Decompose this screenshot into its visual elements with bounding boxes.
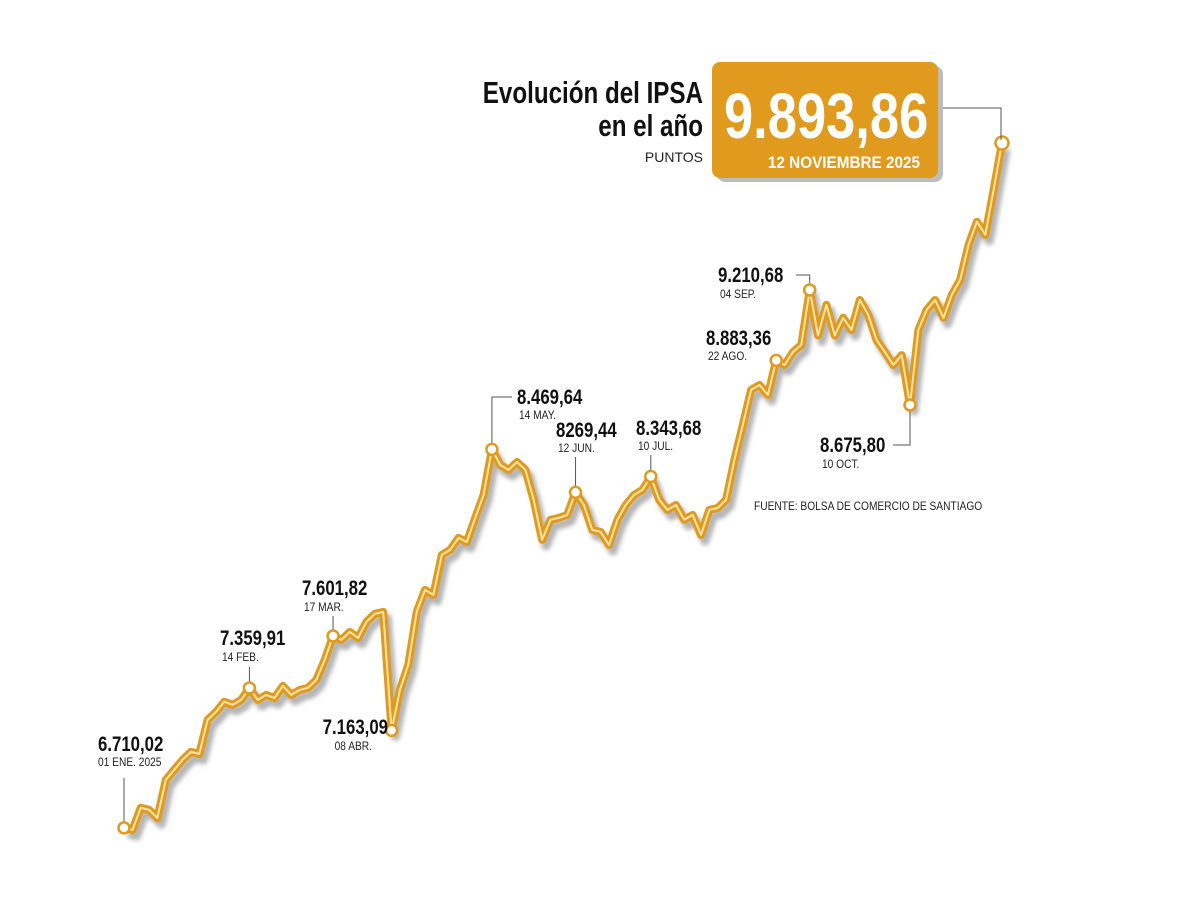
annotation-point [326,629,340,643]
annotation-value: 7.163,09 [323,716,388,739]
unit-label: PUNTOS [645,149,703,165]
leader-line [491,396,512,450]
header: 9.893,86 12 NOVIEMBRE 2025 Evolución del… [483,62,1002,513]
line-highlight [123,142,1003,831]
annotation-date: 14 MAY. [519,409,556,422]
highlight-date: 12 NOVIEMBRE 2025 [768,153,920,172]
annotation-point [903,398,917,412]
line-shadow [126,148,1011,841]
highlight-box [712,62,938,178]
highlight-point [994,135,1010,151]
annotation-value: 8269,44 [556,419,617,442]
annotation-date: 08 ABR. [335,740,372,753]
annotation-point [769,353,783,368]
annotation-point [384,723,399,738]
annotation-point [644,469,658,484]
leader-line [893,405,911,446]
highlight-value: 9.893,86 [724,81,928,152]
line-layer [120,139,1011,841]
annotation-value: 8.469,64 [517,386,583,409]
annotation-value: 7.359,91 [220,627,286,650]
line [120,139,1006,834]
title-line: en el año [598,108,703,143]
annotation-value: 8.883,36 [706,327,771,350]
annotation-value: 7.601,82 [302,577,367,600]
annotation-point [485,442,499,457]
annotation-date: 10 JUL. [638,440,673,453]
annotation-value: 8.343,68 [636,417,701,440]
annotation-date: 01 ENE. 2025 [98,756,161,769]
annotation-value: 8.675,80 [820,434,885,457]
annotation-point [802,283,817,297]
annotation-value: 6.710,02 [98,733,163,756]
annotation-point [242,681,257,695]
annotation-date: 17 MAR. [304,601,344,614]
leader-line [943,107,1002,140]
annotation-date: 10 OCT. [822,458,859,471]
annotation-point [117,821,131,835]
title-line: Evolución del IPSA [483,75,703,110]
annotation-point [568,485,583,500]
annotation-value: 9.210,68 [718,264,783,287]
annotation-date: 14 FEB. [222,651,259,664]
annotation-date: 12 JUN. [558,442,595,455]
annotation-date: 22 AGO. [708,350,747,363]
annotation-date: 04 SEP. [720,288,756,301]
source: FUENTE: BOLSA DE COMERCIO DE SANTIAGO [754,500,982,513]
